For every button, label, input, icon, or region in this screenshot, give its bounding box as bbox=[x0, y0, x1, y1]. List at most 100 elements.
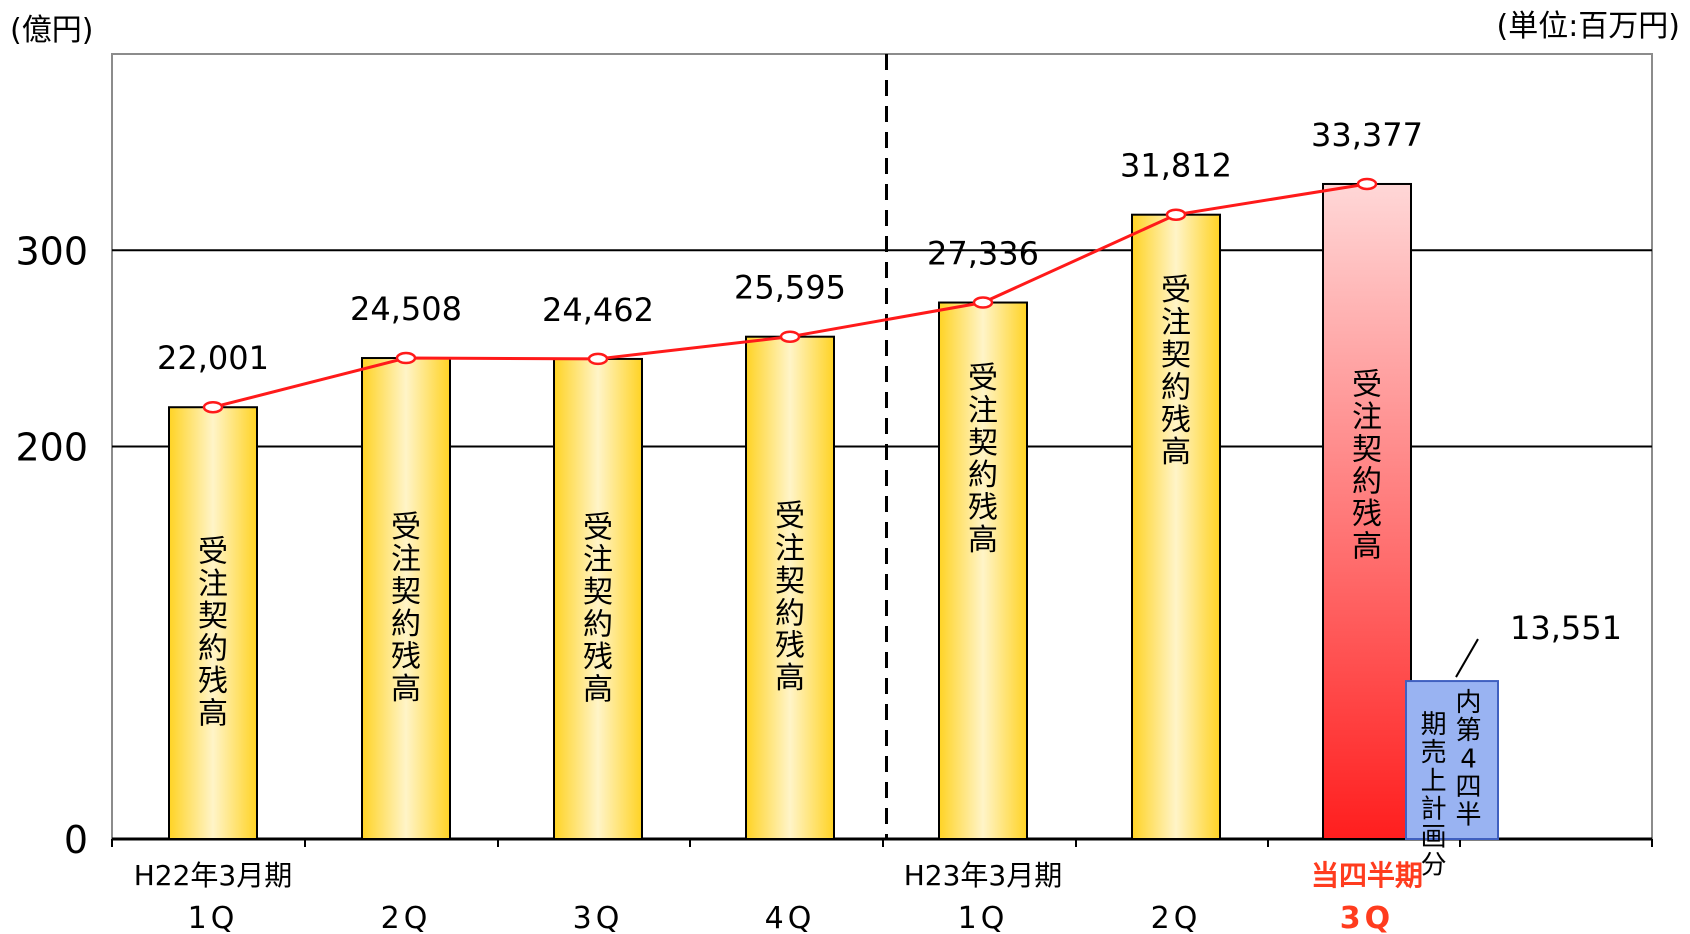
bar-text-char: 受 bbox=[1161, 273, 1191, 308]
bar-text-char: 受 bbox=[391, 510, 421, 545]
value-label: 24,508 bbox=[350, 290, 462, 328]
bar-text-char: 契 bbox=[1161, 338, 1191, 373]
bar-text-char: 計 bbox=[1421, 794, 1447, 824]
bar-text-char: 残 bbox=[391, 639, 421, 674]
bar-text-char: 残 bbox=[583, 640, 613, 675]
bar-text-char: 約 bbox=[198, 632, 228, 667]
bar-2 bbox=[361, 357, 451, 840]
x-category-label: 3Q bbox=[1340, 901, 1394, 934]
bar-text-char: 約 bbox=[775, 596, 805, 631]
period-label: H23年3月期 bbox=[904, 859, 1063, 892]
bar-text-char: 高 bbox=[583, 672, 613, 707]
bar-5 bbox=[938, 301, 1028, 840]
bar-text-char: 受 bbox=[1352, 367, 1382, 402]
bar-text-char: 高 bbox=[198, 696, 228, 731]
line-marker bbox=[587, 352, 609, 366]
x-category-label: 3Q bbox=[573, 901, 624, 934]
value-label: 33,377 bbox=[1311, 116, 1423, 154]
bar-text-char: 画 bbox=[1421, 822, 1447, 852]
bar-text-char: 注 bbox=[391, 542, 421, 577]
bar-text-char: 約 bbox=[1352, 465, 1382, 500]
x-category-label: 2Q bbox=[1151, 901, 1202, 934]
bar-text-char: 契 bbox=[583, 575, 613, 610]
bar-text-char: 注 bbox=[1161, 306, 1191, 341]
y-tick-label: 200 bbox=[15, 426, 88, 470]
bar-3 bbox=[553, 357, 643, 840]
bar-text-char: 残 bbox=[198, 664, 228, 699]
bar-text-char: 上 bbox=[1421, 766, 1447, 796]
value-label: 22,001 bbox=[157, 339, 269, 377]
bar-text-char: 受 bbox=[968, 361, 998, 396]
line-marker bbox=[202, 400, 224, 414]
value-label: 27,336 bbox=[927, 235, 1039, 273]
bar-text-char: 半 bbox=[1456, 800, 1482, 830]
value-label: 24,462 bbox=[542, 291, 654, 329]
bar-text-char: 約 bbox=[1161, 370, 1191, 405]
bar-text-char: 四 bbox=[1456, 772, 1482, 802]
bar-text-char: 期 bbox=[1421, 710, 1447, 740]
bar-text-char: 注 bbox=[583, 543, 613, 578]
bar-text-char: 約 bbox=[968, 458, 998, 493]
bar-text-char: 残 bbox=[1161, 403, 1191, 438]
bar-1 bbox=[168, 406, 258, 840]
bar-text-char: 分 bbox=[1421, 851, 1447, 881]
bar-text-char: 残 bbox=[968, 491, 998, 526]
bar-text-char: 契 bbox=[968, 426, 998, 461]
bar-text-char: 注 bbox=[775, 532, 805, 567]
line-marker bbox=[395, 351, 417, 365]
bar-text-char: 約 bbox=[391, 607, 421, 642]
period-label: H22年3月期 bbox=[134, 859, 293, 892]
bar-text-char: 高 bbox=[1161, 435, 1191, 470]
bar-text-char: 高 bbox=[775, 661, 805, 696]
bar-text-char: 契 bbox=[775, 564, 805, 599]
x-category-label: 1Q bbox=[188, 901, 239, 934]
bar-text-char: 注 bbox=[1352, 400, 1382, 435]
bar-text-char: 約 bbox=[583, 607, 613, 642]
bar-text-char: 高 bbox=[968, 523, 998, 558]
bar-text-char: 契 bbox=[391, 575, 421, 610]
bar-text-char: 残 bbox=[775, 629, 805, 664]
bar-6 bbox=[1131, 213, 1221, 840]
line-marker bbox=[779, 330, 801, 343]
line-marker bbox=[1165, 208, 1187, 221]
y-unit-label: (億円) bbox=[10, 13, 93, 48]
x-category-label: 4Q bbox=[765, 901, 816, 934]
bar-text-char: 高 bbox=[1352, 529, 1382, 564]
bar-text-char: 受 bbox=[775, 499, 805, 534]
bar-text-char: 残 bbox=[1352, 497, 1382, 532]
sub-bar bbox=[1405, 680, 1499, 841]
bar-text-char: 4 bbox=[1460, 744, 1477, 774]
bar-7 bbox=[1322, 182, 1412, 840]
line-marker bbox=[1356, 177, 1378, 191]
bar-text-char: 契 bbox=[198, 599, 228, 634]
line-marker bbox=[972, 296, 994, 309]
bar-text-char: 受 bbox=[583, 510, 613, 545]
bar-text-char: 注 bbox=[198, 567, 228, 602]
bar-4 bbox=[745, 335, 835, 840]
unit-note: (単位:百万円) bbox=[1496, 9, 1680, 44]
bar-text-char: 売 bbox=[1421, 738, 1447, 768]
sub-bar-leader bbox=[1455, 638, 1479, 678]
x-category-label: 2Q bbox=[381, 901, 432, 934]
y-tick-label: 300 bbox=[15, 229, 88, 273]
value-label: 25,595 bbox=[734, 269, 846, 307]
y-tick-label: 0 bbox=[64, 818, 88, 862]
x-category-label: 1Q bbox=[958, 901, 1009, 934]
bar-text-char: 第 bbox=[1456, 716, 1482, 746]
bar-text-char: 注 bbox=[968, 393, 998, 428]
period-label: 当四半期 bbox=[1311, 859, 1423, 892]
bar-text-char: 受 bbox=[198, 534, 228, 569]
bar-text-char: 内 bbox=[1456, 688, 1482, 718]
bar-text-char: 契 bbox=[1352, 432, 1382, 467]
value-label: 31,812 bbox=[1120, 147, 1232, 185]
